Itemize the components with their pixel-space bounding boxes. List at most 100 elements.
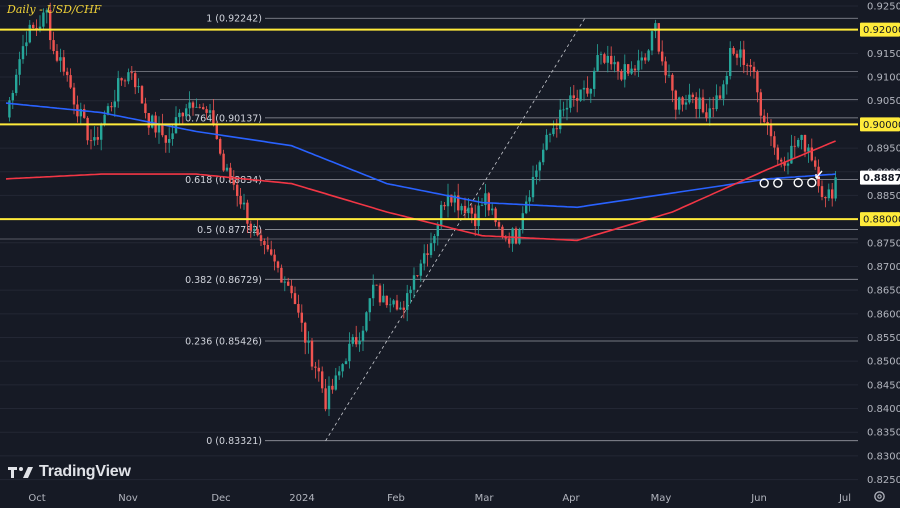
candle-body (695, 97, 698, 109)
candle-body (511, 228, 514, 244)
candle-body (273, 254, 276, 262)
candle-body (171, 133, 174, 140)
candle-body (460, 205, 463, 211)
candle-body (739, 49, 742, 58)
candle-body (433, 236, 436, 244)
candle-body (123, 80, 127, 82)
candle-body (300, 312, 303, 323)
candle-body (161, 124, 164, 136)
candle-body (236, 184, 239, 196)
candle-body (542, 149, 545, 163)
candle-body (824, 196, 827, 199)
candle-body (69, 75, 72, 88)
candle-body (691, 94, 694, 98)
candle-body (552, 128, 555, 135)
candle-body (664, 61, 667, 76)
candle-body (222, 153, 225, 171)
candle-body (290, 285, 293, 294)
candle-body (538, 162, 541, 171)
candle-body (586, 87, 589, 94)
candle-body (722, 84, 725, 99)
candle-body (416, 275, 419, 277)
candle-body (307, 340, 310, 343)
candle-body (470, 207, 473, 214)
brand-name: TradingView (39, 463, 131, 480)
candle-body (304, 322, 307, 343)
candle-body (382, 295, 385, 303)
candle-body (599, 54, 603, 56)
key-level-badge (860, 117, 900, 132)
candle-body (820, 186, 824, 197)
fib-level-label: 0 (0.83321) (206, 436, 262, 447)
candle-body (361, 330, 365, 341)
candle-body (735, 53, 739, 58)
candle-body (555, 128, 558, 130)
candle-body (817, 166, 820, 187)
candle-body (365, 312, 368, 331)
candle-body (232, 179, 235, 185)
annotation-arrow-icon (815, 170, 823, 179)
candle-body (521, 213, 524, 230)
candle-body (440, 204, 443, 226)
x-tick-label: Oct (28, 493, 45, 504)
candle-body (100, 123, 103, 140)
candle-body (378, 285, 382, 303)
candle-body (640, 57, 643, 61)
candle-body (429, 243, 433, 255)
candle-body (49, 10, 52, 41)
candle-body (392, 300, 395, 305)
candle-body (317, 367, 320, 372)
candle-body (314, 366, 317, 368)
candle-body (253, 229, 256, 231)
candle-body (436, 225, 439, 237)
candle-body (800, 134, 803, 140)
candle-body (715, 95, 718, 110)
candle-body (671, 74, 674, 91)
candle-body (256, 229, 259, 236)
candle-body (579, 89, 582, 101)
candle-body (834, 177, 837, 199)
x-tick-label: Mar (475, 493, 495, 504)
gear-icon[interactable] (873, 490, 886, 503)
sma-blue-line (5, 102, 836, 209)
candle-body (348, 343, 351, 362)
candle-body (28, 24, 31, 43)
touch-marker-circle (807, 177, 817, 188)
candle-body (610, 55, 613, 65)
candle-body (450, 194, 453, 203)
candle-body (402, 307, 405, 310)
candle-body (406, 293, 409, 310)
candle-body (45, 10, 48, 13)
candle-body (426, 253, 429, 255)
candle-body (66, 71, 69, 76)
candle-body (127, 72, 130, 82)
candle-body (501, 226, 504, 237)
candle-body (681, 97, 684, 105)
candle-body (151, 115, 154, 128)
candle-body (654, 23, 657, 32)
price-axis-panel (858, 0, 900, 508)
candle-body (616, 62, 620, 72)
x-tick-label: Jul (838, 493, 851, 504)
candle-body (572, 95, 575, 99)
touch-marker-circle (773, 178, 783, 188)
candle-body (293, 293, 297, 305)
candle-body (644, 57, 647, 61)
tradingview-logo[interactable]: TradingView (8, 463, 131, 481)
fib-level-label: 0.236 (0.85426) (185, 337, 262, 348)
candle-body (827, 189, 830, 199)
candle-body (453, 195, 456, 203)
candle-body (708, 108, 711, 119)
candle-body (130, 72, 133, 74)
candle-body (688, 94, 691, 103)
candle-body (725, 75, 728, 85)
candle-body (72, 87, 76, 105)
candle-body (637, 60, 640, 71)
candle-body (756, 71, 759, 93)
